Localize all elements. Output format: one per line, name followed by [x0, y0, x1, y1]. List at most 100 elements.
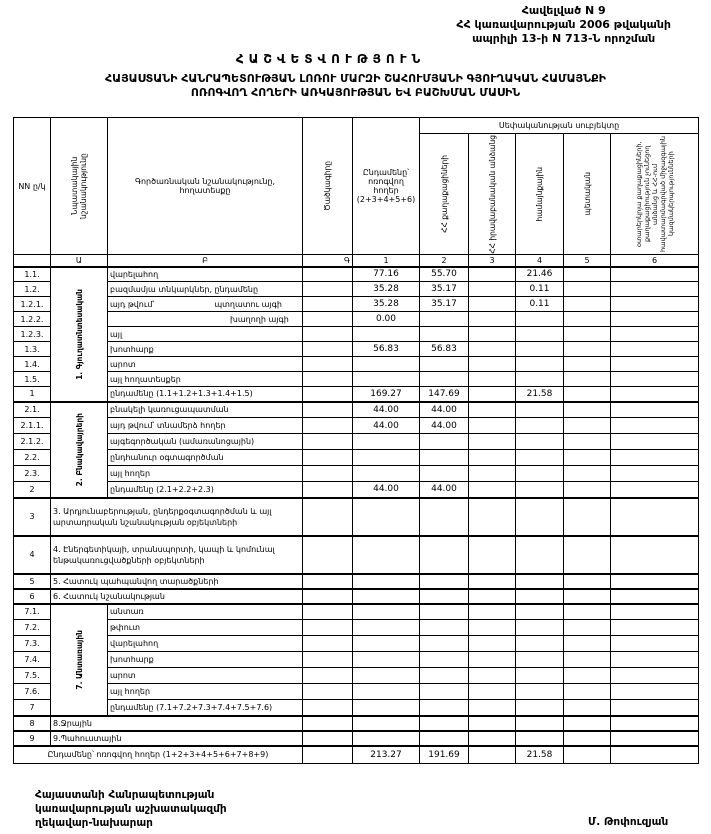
- row-number: 1.2.2.: [13, 311, 51, 327]
- header-code-text: Ծածկագիրը: [323, 161, 332, 211]
- land-type-cell: այդ թվում՝ տնամերձ հողեր: [107, 417, 303, 434]
- land-type-label: այդ թվում՝: [110, 299, 155, 309]
- land-type-cell: այլ: [107, 326, 303, 342]
- code-cell: [302, 714, 353, 731]
- value-cell: 77.16: [352, 265, 420, 282]
- value-cell: [515, 651, 564, 668]
- value-cell: [609, 683, 700, 700]
- land-type-cell: արոտ: [107, 356, 303, 372]
- table-row: 7.1. 7. Անտառային անտառ: [13, 602, 700, 716]
- value-cell: [515, 635, 564, 652]
- code-cell: [302, 417, 353, 434]
- letter-cell: 5: [563, 254, 611, 267]
- row-number: 5: [13, 572, 51, 589]
- letter-cell: Գ: [302, 254, 353, 267]
- value-cell: [609, 481, 700, 498]
- code-cell: [302, 587, 353, 604]
- land-type-sublabel: պտղատու այգի: [214, 299, 282, 309]
- land-type-label: վարելահող: [110, 269, 159, 279]
- value-cell: [515, 433, 564, 450]
- header-c3: ՀՀ իրավաբանական անձանց: [468, 133, 516, 255]
- land-type-cell: անտառ: [107, 602, 303, 620]
- land-type-label: խոտհարք: [110, 655, 154, 664]
- header-nn: NN ը/կ: [13, 117, 51, 255]
- row-number: 2.3.: [13, 465, 51, 482]
- value-cell: [352, 602, 420, 620]
- value-cell: [468, 341, 516, 357]
- value-cell: [563, 619, 611, 636]
- document-subtitle: ՀԱՅԱՍՏԱՆԻ ՀԱՆՐԱՊԵՏՈՒԹՅԱՆ ԼՈՌՈՒ ՄԱՐԶԻ ՇԱՀ…: [0, 72, 711, 100]
- row-number: 1.2.3.: [13, 326, 51, 342]
- value-cell: [419, 714, 469, 731]
- annex-line: Հավելված N 9: [521, 4, 606, 17]
- land-type-cell: ընդամենը (1.1+1.2+1.3+1.4+1.5): [107, 386, 303, 402]
- land-type-cell: բնակելի կառուցապատման: [107, 400, 303, 418]
- value-cell: [352, 619, 420, 636]
- category-cell: 2. Բնակավայրերի: [50, 400, 108, 498]
- value-cell: 0.00: [352, 311, 420, 327]
- code-cell: [302, 341, 353, 357]
- value-cell: [352, 371, 420, 387]
- value-cell: [468, 265, 516, 282]
- value-cell: 35.28: [352, 281, 420, 297]
- row-number: 1.3.: [13, 341, 51, 357]
- row-number: 2.1.2.: [13, 433, 51, 450]
- table-row: 1.2.1. այդ թվում՝ պտղատու այգի 35.28 35.17 0.…: [13, 296, 700, 312]
- header-c6-text: օտարերկրյա քաղաքացիների, քաղաքացիություն…: [634, 135, 675, 253]
- value-cell: [419, 371, 469, 387]
- value-cell: [515, 729, 564, 746]
- annex-note: Հավելված N 9 ՀՀ կառավարության 2006 թվակա…: [456, 4, 671, 46]
- value-cell: [609, 651, 700, 668]
- value-cell: [515, 465, 564, 482]
- value-cell: [468, 281, 516, 297]
- land-type-label: այլ հողեր: [110, 687, 151, 696]
- value-cell: 35.17: [419, 296, 469, 312]
- row-number: 7: [13, 699, 51, 716]
- code-cell: [302, 729, 353, 746]
- letter-cell: 3: [468, 254, 516, 267]
- value-cell: [563, 433, 611, 450]
- document-title: ՀԱՇՎԵՏՎՈՒԹՅՈՒՆ: [235, 52, 426, 66]
- value-cell: [419, 465, 469, 482]
- value-cell: [609, 311, 700, 327]
- land-type-cell: 3. Արդյունաբերության, ընդերքօգտագործման …: [50, 496, 303, 536]
- value-cell: 21.46: [515, 265, 564, 282]
- value-cell: [563, 311, 611, 327]
- annex-line: ապրիլի 13-ի N 713-Ն որոշման: [472, 32, 656, 45]
- letter-cell: Ա: [50, 254, 108, 267]
- value-cell: [468, 619, 516, 636]
- land-type-label: այլ հողատեսքեր: [110, 374, 181, 384]
- value-cell: [563, 744, 611, 764]
- table-row: 7.2. թփուտ: [13, 619, 700, 636]
- header-c3-text: ՀՀ իրավաբանական անձանց: [487, 134, 497, 254]
- table-row: 8 8.Ջրային: [13, 714, 700, 731]
- code-cell: [302, 619, 353, 636]
- value-cell: [419, 699, 469, 716]
- value-cell: [563, 371, 611, 387]
- value-cell: [468, 744, 516, 764]
- row-number: 2: [13, 481, 51, 498]
- value-cell: [563, 572, 611, 589]
- value-cell: [609, 572, 700, 589]
- value-cell: [352, 635, 420, 652]
- land-type-cell: վարելահող: [107, 635, 303, 652]
- value-cell: [515, 699, 564, 716]
- value-cell: [563, 635, 611, 652]
- land-type-cell: այլ հողեր: [107, 465, 303, 482]
- value-cell: [515, 371, 564, 387]
- row-number: 1: [13, 386, 51, 402]
- value-cell: [419, 449, 469, 466]
- code-cell: [302, 356, 353, 372]
- value-cell: [352, 534, 420, 574]
- table-row: 1.2. բազմամյա տնկարկներ, ընդամենը 35.28 35.…: [13, 281, 700, 297]
- code-cell: [302, 744, 353, 764]
- category-label: 7. Անտառային: [74, 629, 84, 690]
- code-cell: [302, 572, 353, 589]
- code-cell: [302, 602, 353, 620]
- row-number: 1.2.: [13, 281, 51, 297]
- value-cell: 147.69: [419, 386, 469, 402]
- code-cell: [302, 386, 353, 402]
- letter-cell: Բ: [107, 254, 303, 267]
- code-cell: [302, 326, 353, 342]
